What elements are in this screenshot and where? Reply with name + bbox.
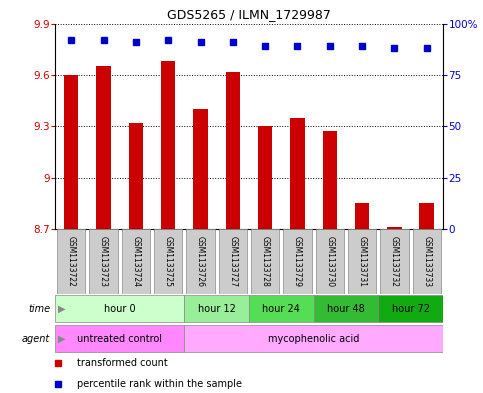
Text: GSM1133730: GSM1133730 <box>325 236 334 287</box>
Bar <box>55 325 185 352</box>
Bar <box>313 296 378 322</box>
Bar <box>128 123 143 229</box>
Bar <box>249 296 313 322</box>
Bar <box>412 229 441 294</box>
Text: GSM1133726: GSM1133726 <box>196 236 205 287</box>
Text: GSM1133733: GSM1133733 <box>422 236 431 287</box>
Text: mycophenolic acid: mycophenolic acid <box>268 334 359 344</box>
Text: GSM1133725: GSM1133725 <box>164 236 173 287</box>
Text: GSM1133727: GSM1133727 <box>228 236 237 287</box>
Text: time: time <box>28 304 50 314</box>
Text: agent: agent <box>22 334 50 344</box>
Text: GSM1133722: GSM1133722 <box>67 236 76 287</box>
Text: ▶: ▶ <box>57 334 65 344</box>
Bar <box>315 229 344 294</box>
Text: GSM1133729: GSM1133729 <box>293 236 302 287</box>
Bar <box>355 204 369 229</box>
Text: percentile rank within the sample: percentile rank within the sample <box>77 378 242 389</box>
Bar <box>419 204 434 229</box>
Text: GSM1133723: GSM1133723 <box>99 236 108 287</box>
Text: GSM1133732: GSM1133732 <box>390 236 399 287</box>
Bar <box>380 229 409 294</box>
Bar <box>64 75 79 229</box>
Bar <box>323 132 337 229</box>
Title: GDS5265 / ILMN_1729987: GDS5265 / ILMN_1729987 <box>167 8 331 21</box>
Bar <box>387 226 402 229</box>
Bar <box>154 229 183 294</box>
Text: transformed count: transformed count <box>77 358 168 368</box>
Bar <box>186 229 215 294</box>
Bar <box>258 126 272 229</box>
Bar <box>193 109 208 229</box>
Text: untreated control: untreated control <box>77 334 162 344</box>
Text: GSM1133724: GSM1133724 <box>131 236 141 287</box>
Bar <box>55 296 185 322</box>
Bar <box>57 229 85 294</box>
Text: GSM1133731: GSM1133731 <box>357 236 367 287</box>
Bar <box>89 229 118 294</box>
Text: hour 72: hour 72 <box>392 304 429 314</box>
Text: hour 12: hour 12 <box>198 304 236 314</box>
Bar <box>348 229 376 294</box>
Text: GSM1133728: GSM1133728 <box>261 236 270 287</box>
Text: hour 48: hour 48 <box>327 304 365 314</box>
Text: hour 0: hour 0 <box>104 304 136 314</box>
Bar <box>219 229 247 294</box>
Text: ▶: ▶ <box>57 304 65 314</box>
Bar <box>96 66 111 229</box>
Bar <box>283 229 312 294</box>
Bar <box>290 118 305 229</box>
Bar <box>378 296 443 322</box>
Bar <box>226 72 240 229</box>
Bar <box>122 229 150 294</box>
Bar <box>251 229 279 294</box>
Bar <box>185 296 249 322</box>
Bar <box>161 61 175 229</box>
Bar <box>185 325 443 352</box>
Text: hour 24: hour 24 <box>262 304 300 314</box>
